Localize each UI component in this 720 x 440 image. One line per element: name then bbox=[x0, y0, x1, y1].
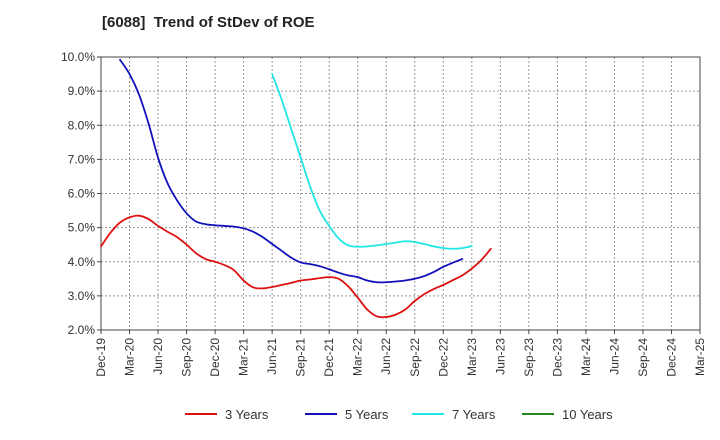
x-tick-label: Sep-22 bbox=[408, 338, 422, 377]
x-tick-label: Dec-19 bbox=[94, 338, 108, 377]
x-tick-label: Mar-20 bbox=[123, 338, 137, 376]
x-tick-label: Jun-21 bbox=[265, 338, 279, 375]
series-line-5-years bbox=[119, 58, 464, 284]
series-line-3-years bbox=[100, 214, 492, 319]
series-line-7-years bbox=[271, 73, 473, 250]
x-tick-label: Dec-22 bbox=[436, 338, 450, 377]
x-tick-label: Jun-23 bbox=[493, 338, 507, 375]
y-tick-label: 2.0% bbox=[68, 323, 96, 337]
y-tick-label: 3.0% bbox=[68, 289, 96, 303]
x-tick-label: Mar-21 bbox=[237, 338, 251, 376]
x-tick-label: Mar-25 bbox=[693, 338, 707, 376]
y-tick-label: 5.0% bbox=[68, 221, 96, 235]
x-tick-label: Mar-22 bbox=[351, 338, 365, 376]
x-tick-label: Dec-24 bbox=[664, 338, 678, 377]
y-tick-label: 10.0% bbox=[61, 50, 95, 64]
series-layer bbox=[100, 58, 492, 319]
axis-layer: 2.0% 3.0% 4.0% 5.0% 6.0% 7.0% 8.0% 9.0% 10.0% Dec… bbox=[61, 50, 707, 377]
y-tick-label: 7.0% bbox=[68, 152, 96, 166]
legend-layer: 3 Years 5 Years 7 Years 10 Years bbox=[185, 407, 613, 422]
y-tick-label: 4.0% bbox=[68, 255, 96, 269]
x-tick-label: Sep-21 bbox=[294, 338, 308, 377]
legend-label-10-years: 10 Years bbox=[562, 407, 613, 422]
x-tick-label: Sep-23 bbox=[522, 338, 536, 377]
x-tick-label: Jun-24 bbox=[607, 338, 621, 375]
legend-label-7-years: 7 Years bbox=[452, 407, 496, 422]
x-tick-label: Dec-23 bbox=[550, 338, 564, 377]
x-tick-label: Jun-20 bbox=[151, 338, 165, 375]
x-tick-label: Mar-24 bbox=[579, 338, 593, 376]
x-tick-label: Mar-23 bbox=[465, 338, 479, 376]
legend-label-3-years: 3 Years bbox=[225, 407, 269, 422]
x-tick-label: Sep-20 bbox=[180, 338, 194, 377]
x-tick-label: Dec-21 bbox=[322, 338, 336, 377]
legend-label-5-years: 5 Years bbox=[345, 407, 389, 422]
x-tick-label: Dec-20 bbox=[208, 338, 222, 377]
x-tick-label: Sep-24 bbox=[636, 338, 650, 377]
y-tick-label: 8.0% bbox=[68, 118, 96, 132]
y-tick-label: 6.0% bbox=[68, 187, 96, 201]
chart-title: [6088] Trend of StDev of ROE bbox=[102, 14, 315, 31]
grid-layer bbox=[101, 56, 700, 330]
x-tick-label: Jun-22 bbox=[379, 338, 393, 375]
y-tick-label: 9.0% bbox=[68, 84, 96, 98]
